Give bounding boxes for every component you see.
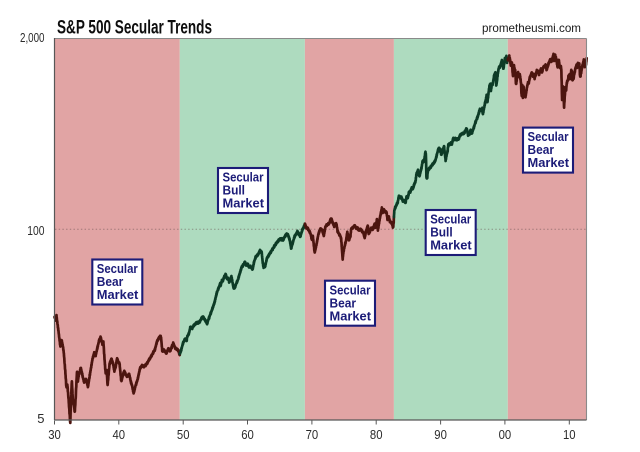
- svg-text:Bear: Bear: [97, 274, 124, 289]
- svg-text:30: 30: [48, 427, 61, 442]
- svg-text:Bear: Bear: [528, 142, 555, 157]
- svg-text:S&P 500 Secular Trends: S&P 500 Secular Trends: [57, 18, 212, 39]
- svg-text:Market: Market: [223, 196, 265, 211]
- svg-text:Market: Market: [330, 308, 372, 323]
- svg-text:00: 00: [499, 427, 512, 442]
- svg-text:Bear: Bear: [330, 295, 357, 310]
- svg-text:40: 40: [113, 427, 126, 442]
- svg-text:Market: Market: [430, 238, 472, 253]
- svg-text:70: 70: [306, 427, 319, 442]
- svg-text:Secular: Secular: [430, 212, 471, 227]
- svg-text:prometheusmi.com: prometheusmi.com: [482, 21, 581, 35]
- svg-text:Secular: Secular: [528, 129, 569, 144]
- svg-text:Bull: Bull: [430, 225, 453, 240]
- svg-text:10: 10: [563, 427, 576, 442]
- svg-text:60: 60: [241, 427, 254, 442]
- svg-text:Secular: Secular: [97, 261, 138, 276]
- svg-text:Bull: Bull: [223, 183, 246, 198]
- svg-text:Secular: Secular: [330, 282, 371, 297]
- svg-text:2,000: 2,000: [20, 30, 45, 45]
- svg-text:Market: Market: [528, 155, 570, 170]
- svg-text:5: 5: [37, 411, 44, 426]
- svg-text:80: 80: [370, 427, 383, 442]
- svg-text:100: 100: [27, 223, 44, 238]
- svg-text:Secular: Secular: [223, 170, 264, 185]
- svg-text:Market: Market: [97, 287, 139, 302]
- svg-text:90: 90: [434, 427, 447, 442]
- svg-text:50: 50: [177, 427, 190, 442]
